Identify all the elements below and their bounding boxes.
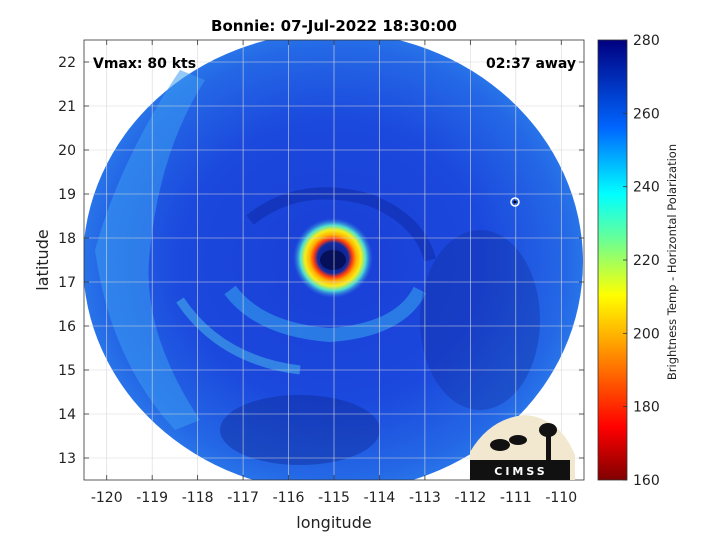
x-tick-label: -119 bbox=[136, 490, 168, 506]
cold-patch bbox=[220, 395, 380, 465]
y-tick-label: 22 bbox=[58, 55, 76, 71]
x-axis-ticks: -120 -119 -118 -117 -116 -115 -114 -113 -112 -111… bbox=[91, 40, 577, 506]
x-tick-label: -112 bbox=[454, 490, 486, 506]
x-tick-label: -113 bbox=[409, 490, 441, 506]
y-axis-label: latitude bbox=[33, 229, 52, 290]
y-tick-label: 18 bbox=[58, 231, 76, 247]
grid-lines bbox=[84, 40, 584, 480]
colorbar-tick-label: 220 bbox=[633, 253, 660, 269]
y-tick-label: 16 bbox=[58, 319, 76, 335]
x-tick-label: -114 bbox=[364, 490, 396, 506]
time-away-label: 02:37 away bbox=[486, 56, 576, 72]
logo-text: CIMSS bbox=[494, 465, 547, 478]
y-tick-label: 20 bbox=[58, 143, 76, 159]
colorbar-tick-label: 180 bbox=[633, 400, 660, 416]
colorbar-tick-label: 240 bbox=[633, 180, 660, 196]
rain-band bbox=[246, 187, 436, 262]
track-marker bbox=[510, 197, 520, 207]
colorbar-tick-label: 160 bbox=[633, 473, 660, 489]
x-tick-label: -111 bbox=[500, 490, 532, 506]
colorbar-ticks: 160 180 200 220 240 260 280 bbox=[623, 33, 660, 489]
x-tick-label: -118 bbox=[182, 490, 214, 506]
storm-eye bbox=[320, 250, 346, 270]
colorbar bbox=[597, 39, 628, 481]
y-tick-label: 13 bbox=[58, 451, 76, 467]
vmax-label: Vmax: 80 kts bbox=[93, 56, 196, 72]
y-tick-label: 17 bbox=[58, 275, 76, 291]
x-tick-label: -116 bbox=[273, 490, 305, 506]
cimss-logo: CIMSS bbox=[470, 415, 575, 480]
y-axis-ticks: 13 14 15 16 17 18 19 20 21 22 bbox=[58, 55, 584, 467]
colorbar-tick-label: 280 bbox=[633, 33, 660, 49]
y-tick-label: 21 bbox=[58, 99, 76, 115]
y-tick-label: 15 bbox=[58, 363, 76, 379]
y-tick-label: 19 bbox=[58, 187, 76, 203]
swath-edge-band bbox=[95, 70, 205, 430]
track-marker-dot bbox=[513, 200, 517, 204]
x-tick-label: -115 bbox=[318, 490, 350, 506]
x-tick-label: -120 bbox=[91, 490, 123, 506]
x-axis-label: longitude bbox=[296, 513, 371, 532]
rain-band bbox=[176, 297, 301, 375]
colorbar-label: Brightness Temp - Horizontal Polarizatio… bbox=[665, 144, 679, 380]
x-tick-label: -110 bbox=[545, 490, 577, 506]
x-tick-label: -117 bbox=[227, 490, 259, 506]
figure-title: Bonnie: 07-Jul-2022 18:30:00 bbox=[211, 17, 457, 35]
colorbar-tick-label: 200 bbox=[633, 326, 660, 342]
y-tick-label: 14 bbox=[58, 407, 76, 423]
cold-patch bbox=[420, 230, 540, 410]
colorbar-tick-label: 260 bbox=[633, 106, 660, 122]
rain-band bbox=[224, 285, 427, 343]
